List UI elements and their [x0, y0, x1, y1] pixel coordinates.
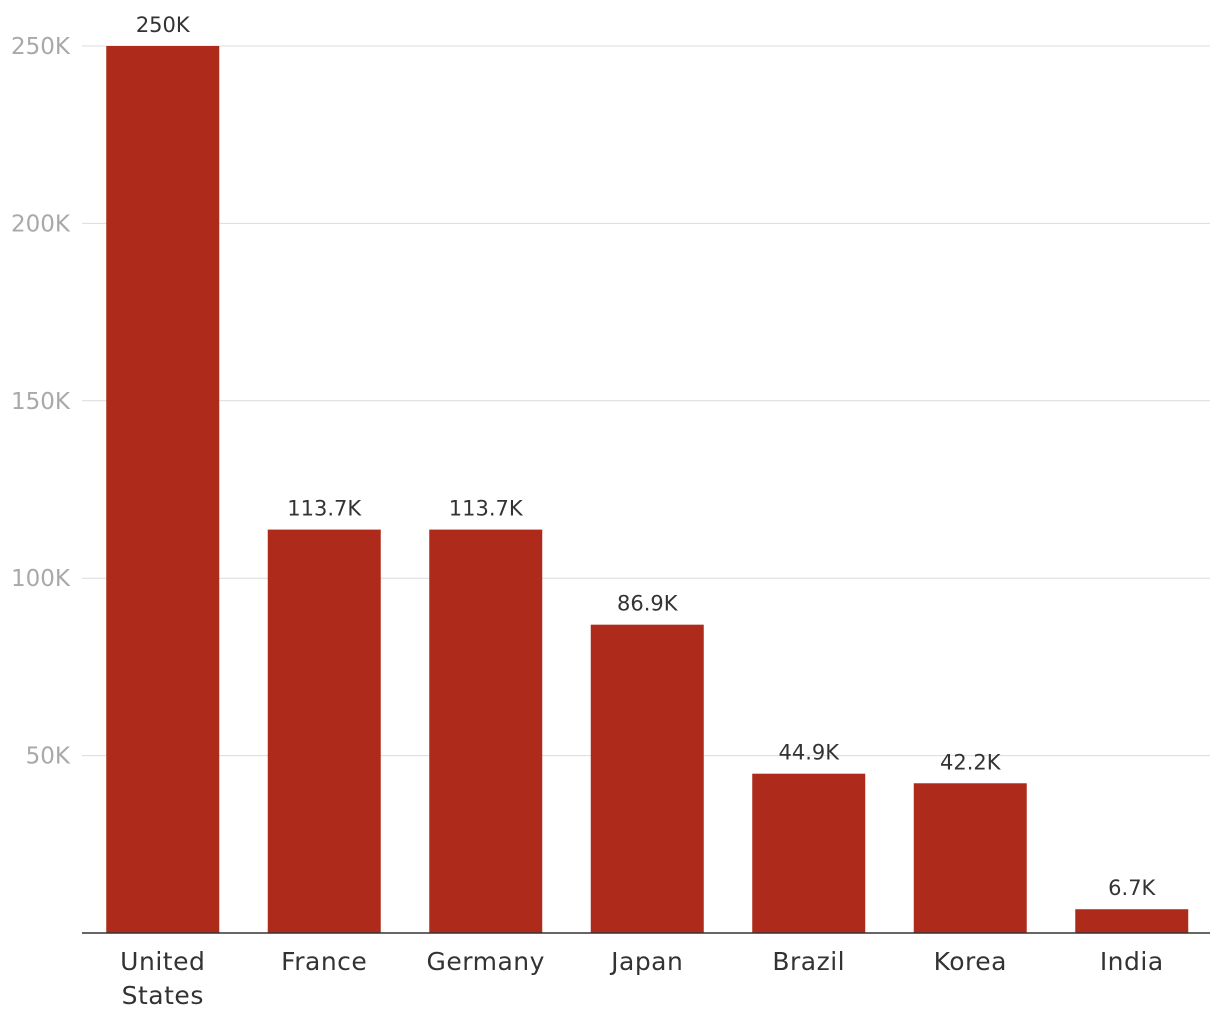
y-axis-tick-labels: 50K 100K 150K 200K 250K [11, 34, 71, 770]
x-axis-tick-labels: United States France Germany Japan Brazil Kore… [120, 947, 1164, 1010]
x-tick-label: United States [120, 947, 205, 1010]
x-tick-label-line: Germany [427, 947, 545, 976]
x-tick-label: Japan [609, 947, 683, 976]
x-tick-label-line: United [120, 947, 205, 976]
bar [429, 529, 543, 933]
data-labels: 250K 113.7K 113.7K 86.9K 44.9K 42.2K 6.7K [136, 13, 1157, 900]
data-label: 113.7K [287, 497, 362, 521]
data-label: 113.7K [449, 497, 524, 521]
y-tick-label: 150K [11, 389, 71, 415]
bars [106, 46, 1189, 933]
x-tick-label-line: Japan [609, 947, 683, 976]
x-tick-label: Brazil [772, 947, 845, 976]
y-tick-label: 100K [11, 566, 71, 592]
x-tick-label-line: Korea [934, 947, 1007, 976]
bar [267, 529, 381, 933]
bar [752, 773, 866, 933]
data-label: 6.7K [1108, 876, 1156, 900]
x-tick-label-line: States [122, 981, 204, 1010]
bar [913, 783, 1027, 933]
x-tick-label: Germany [427, 947, 545, 976]
x-tick-label: Korea [934, 947, 1007, 976]
data-label: 86.9K [617, 592, 679, 616]
x-tick-label-line: India [1100, 947, 1164, 976]
x-tick-label-line: France [281, 947, 367, 976]
data-label: 42.2K [940, 750, 1002, 774]
bar [590, 624, 704, 933]
bar [106, 46, 220, 933]
data-label: 250K [136, 13, 191, 37]
x-tick-label: France [281, 947, 367, 976]
x-tick-label-line: Brazil [772, 947, 845, 976]
data-label: 44.9K [778, 741, 840, 765]
bar [1075, 909, 1189, 933]
y-tick-label: 50K [26, 744, 71, 770]
y-tick-label: 200K [11, 211, 71, 237]
x-tick-label: India [1100, 947, 1164, 976]
y-tick-label: 250K [11, 34, 71, 60]
